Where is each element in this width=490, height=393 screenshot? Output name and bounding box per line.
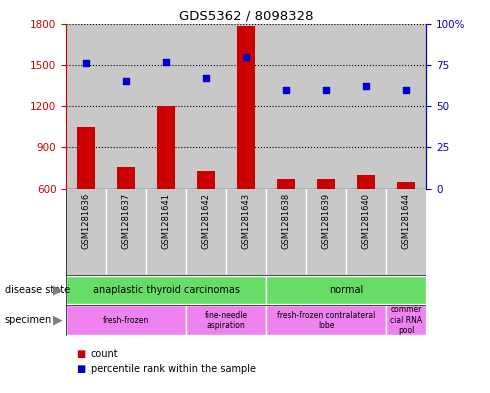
Bar bbox=[157, 106, 175, 189]
Text: ■: ■ bbox=[76, 364, 85, 375]
Point bbox=[402, 86, 410, 93]
Point bbox=[202, 75, 210, 81]
Point bbox=[82, 60, 90, 66]
Text: GSM1281640: GSM1281640 bbox=[362, 193, 371, 249]
Bar bbox=[117, 167, 135, 189]
Bar bbox=[266, 276, 426, 304]
Text: GSM1281643: GSM1281643 bbox=[242, 193, 251, 249]
Bar bbox=[66, 305, 186, 335]
Bar bbox=[277, 179, 295, 189]
Bar bbox=[386, 189, 426, 275]
Bar bbox=[106, 24, 146, 189]
Bar bbox=[197, 171, 215, 189]
Text: fresh-frozen: fresh-frozen bbox=[103, 316, 149, 325]
Text: fresh-frozen contralateral
lobe: fresh-frozen contralateral lobe bbox=[277, 310, 375, 330]
Bar bbox=[186, 189, 226, 275]
Text: normal: normal bbox=[329, 285, 364, 295]
Text: GSM1281639: GSM1281639 bbox=[322, 193, 331, 249]
Point bbox=[363, 83, 370, 90]
Text: GSM1281642: GSM1281642 bbox=[202, 193, 211, 249]
Bar bbox=[146, 24, 186, 189]
Bar bbox=[386, 305, 426, 335]
Text: GSM1281644: GSM1281644 bbox=[402, 193, 411, 249]
Bar bbox=[357, 175, 375, 189]
Text: ▶: ▶ bbox=[53, 314, 63, 327]
Bar bbox=[146, 189, 186, 275]
Text: specimen: specimen bbox=[5, 315, 52, 325]
Text: percentile rank within the sample: percentile rank within the sample bbox=[91, 364, 256, 375]
Bar bbox=[266, 305, 386, 335]
Text: fine-needle
aspiration: fine-needle aspiration bbox=[205, 310, 248, 330]
Bar bbox=[317, 179, 335, 189]
Text: GSM1281636: GSM1281636 bbox=[82, 193, 91, 249]
Bar bbox=[106, 189, 146, 275]
Text: anaplastic thyroid carcinomas: anaplastic thyroid carcinomas bbox=[93, 285, 240, 295]
Point bbox=[122, 78, 130, 84]
Bar bbox=[66, 189, 106, 275]
Title: GDS5362 / 8098328: GDS5362 / 8098328 bbox=[179, 9, 314, 22]
Bar bbox=[226, 189, 266, 275]
Bar bbox=[66, 24, 106, 189]
Bar bbox=[66, 276, 266, 304]
Point bbox=[282, 86, 290, 93]
Bar bbox=[266, 24, 306, 189]
Bar bbox=[306, 189, 346, 275]
Text: GSM1281637: GSM1281637 bbox=[122, 193, 131, 249]
Text: disease state: disease state bbox=[5, 285, 70, 295]
Bar bbox=[226, 24, 266, 189]
Bar bbox=[266, 189, 306, 275]
Bar bbox=[186, 305, 266, 335]
Text: GSM1281638: GSM1281638 bbox=[282, 193, 291, 249]
Bar bbox=[77, 127, 95, 189]
Bar bbox=[186, 24, 226, 189]
Text: count: count bbox=[91, 349, 118, 359]
Bar bbox=[346, 189, 386, 275]
Text: GSM1281641: GSM1281641 bbox=[162, 193, 171, 249]
Bar bbox=[397, 182, 416, 189]
Bar bbox=[237, 26, 255, 189]
Bar bbox=[306, 24, 346, 189]
Point bbox=[242, 53, 250, 60]
Point bbox=[322, 86, 330, 93]
Text: ▶: ▶ bbox=[53, 283, 63, 296]
Text: commer
cial RNA
pool: commer cial RNA pool bbox=[390, 305, 422, 335]
Text: ■: ■ bbox=[76, 349, 85, 359]
Bar bbox=[346, 24, 386, 189]
Bar bbox=[386, 24, 426, 189]
Point bbox=[162, 59, 170, 65]
